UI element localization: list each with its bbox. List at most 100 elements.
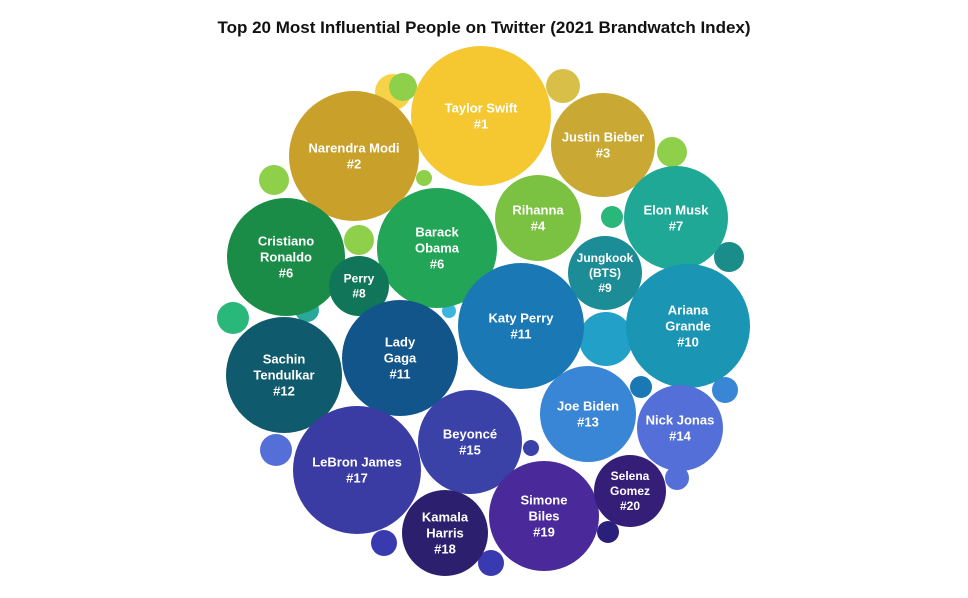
filler-bubble xyxy=(260,434,292,466)
filler-bubble xyxy=(597,521,619,543)
bubble-circle xyxy=(624,166,728,270)
bubble-label: #4 xyxy=(531,219,546,234)
bubble-circle xyxy=(551,93,655,197)
bubble-lebron-james: LeBron James#17 xyxy=(293,406,421,534)
bubble-label: Cristiano xyxy=(258,234,314,249)
filler-bubble xyxy=(523,440,539,456)
bubble-label: #6 xyxy=(430,257,444,272)
bubble-label: Beyoncé xyxy=(443,427,497,442)
filler-bubble xyxy=(416,170,432,186)
bubble-label: Simone xyxy=(521,493,568,508)
bubble-label: Katy Perry xyxy=(488,311,554,326)
filler-bubble xyxy=(344,225,374,255)
bubble-label: #11 xyxy=(511,327,532,342)
bubble-perry: Perry#8 xyxy=(329,256,389,316)
bubble-circle xyxy=(226,317,342,433)
bubble-circle xyxy=(342,300,458,416)
bubble-label: Selena xyxy=(611,469,650,483)
filler-bubble xyxy=(601,206,623,228)
bubble-label: #20 xyxy=(620,499,640,513)
bubble-circle xyxy=(377,188,497,308)
bubble-label: (BTS) xyxy=(589,266,621,280)
bubble-nick-jonas: Nick Jonas#14 xyxy=(637,385,723,471)
bubble-label: Lady xyxy=(385,335,416,350)
bubble-circle xyxy=(626,264,750,388)
bubble-label: Tendulkar xyxy=(253,368,314,383)
bubble-label: Narendra Modi xyxy=(308,141,399,156)
bubble-circle xyxy=(418,390,522,494)
bubble-circle xyxy=(411,46,551,186)
bubble-label: LeBron James xyxy=(312,455,402,470)
filler-bubble xyxy=(371,530,397,556)
bubble-label: Joe Biden xyxy=(557,399,619,414)
bubble-label: Taylor Swift xyxy=(445,101,518,116)
bubble-label: Perry xyxy=(344,272,375,286)
bubble-label: #15 xyxy=(459,443,481,458)
bubble-circle xyxy=(458,263,584,389)
bubble-label: #8 xyxy=(352,287,366,301)
bubble-label: #6 xyxy=(279,266,293,281)
bubble-circle xyxy=(495,175,581,261)
bubble-beyonc-: Beyoncé#15 xyxy=(418,390,522,494)
bubble-joe-biden: Joe Biden#13 xyxy=(540,366,636,462)
bubble-label: #13 xyxy=(577,415,599,430)
bubble-label: Biles xyxy=(528,509,559,524)
bubble-label: #12 xyxy=(273,384,295,399)
filler-bubble xyxy=(579,312,633,366)
bubble-jungkook-bts-: Jungkook(BTS)#9 xyxy=(568,236,642,310)
bubble-label: #2 xyxy=(347,157,361,172)
filler-bubble xyxy=(714,242,744,272)
bubble-circle xyxy=(402,490,488,576)
filler-bubble xyxy=(217,302,249,334)
bubble-circle xyxy=(594,455,666,527)
bubble-circle xyxy=(540,366,636,462)
bubble-circle xyxy=(227,198,345,316)
filler-bubble xyxy=(657,137,687,167)
filler-bubble xyxy=(389,73,417,101)
bubble-label: Obama xyxy=(415,241,460,256)
filler-bubble xyxy=(665,466,689,490)
bubble-label: #3 xyxy=(596,146,610,161)
filler-bubble xyxy=(478,550,504,576)
bubble-taylor-swift: Taylor Swift#1 xyxy=(411,46,551,186)
bubble-label: Harris xyxy=(426,526,464,541)
bubble-rihanna: Rihanna#4 xyxy=(495,175,581,261)
bubble-label: #14 xyxy=(669,429,691,444)
bubble-label: Justin Bieber xyxy=(562,130,644,145)
bubble-label: #18 xyxy=(434,542,456,557)
bubble-label: Ronaldo xyxy=(260,250,312,265)
bubble-label: Sachin xyxy=(263,352,306,367)
filler-bubble xyxy=(442,304,456,318)
filler-bubble xyxy=(259,165,289,195)
bubble-label: Barack xyxy=(415,225,459,240)
filler-bubble xyxy=(630,376,652,398)
bubble-circle xyxy=(489,461,599,571)
bubble-circle xyxy=(329,256,389,316)
bubble-label: Grande xyxy=(665,319,711,334)
bubble-circle xyxy=(293,406,421,534)
bubble-label: Jungkook xyxy=(577,251,634,265)
bubble-circle xyxy=(568,236,642,310)
bubble-label: Gomez xyxy=(610,484,650,498)
bubble-narendra-modi: Narendra Modi#2 xyxy=(289,91,419,221)
bubble-label: Kamala xyxy=(422,510,469,525)
bubble-label: #1 xyxy=(474,117,488,132)
bubble-label: #7 xyxy=(669,219,683,234)
bubble-circle xyxy=(637,385,723,471)
bubble-label: Nick Jonas xyxy=(646,413,715,428)
bubble-label: Ariana xyxy=(668,303,709,318)
bubble-circle xyxy=(289,91,419,221)
bubble-label: Gaga xyxy=(384,351,417,366)
bubble-label: #10 xyxy=(677,335,699,350)
bubble-label: #19 xyxy=(533,525,555,540)
